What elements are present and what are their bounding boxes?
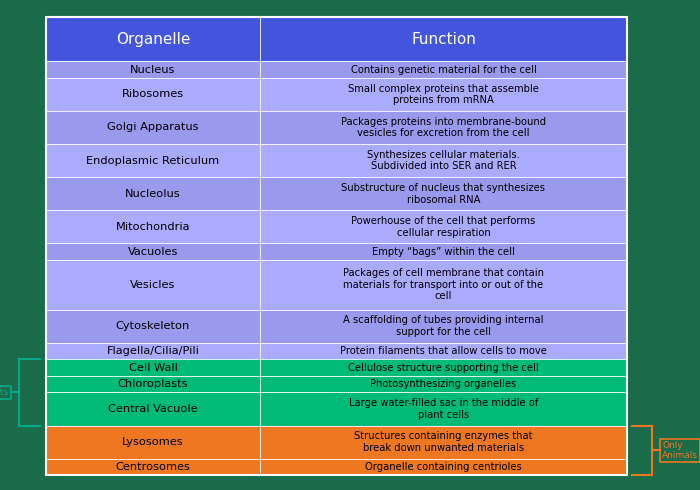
Text: Contains genetic material for the cell: Contains genetic material for the cell [351, 65, 536, 74]
Text: A scaffolding of tubes providing internal
support for the cell: A scaffolding of tubes providing interna… [343, 316, 544, 337]
Text: Protein filaments that allow cells to move: Protein filaments that allow cells to mo… [340, 346, 547, 356]
Text: Packages proteins into membrane-bound
vesicles for excretion from the cell: Packages proteins into membrane-bound ve… [341, 117, 546, 138]
Bar [46, 459, 626, 475]
Text: Nucleolus: Nucleolus [125, 189, 181, 199]
Bar [46, 260, 626, 310]
Text: Mitochondria: Mitochondria [116, 222, 190, 232]
Text: Organelle containing centrioles: Organelle containing centrioles [365, 462, 522, 472]
Text: Organelle: Organelle [116, 32, 190, 47]
Text: Golgi Apparatus: Golgi Apparatus [107, 122, 199, 132]
Text: Chloroplasts: Chloroplasts [118, 379, 188, 389]
Text: Photosynthesizing organelles: Photosynthesizing organelles [370, 379, 517, 389]
Bar [46, 17, 626, 61]
Bar [46, 343, 626, 359]
Text: Structures containing enzymes that
break down unwanted materials: Structures containing enzymes that break… [354, 431, 533, 453]
Bar [46, 359, 626, 376]
Text: Endoplasmic Reticulum: Endoplasmic Reticulum [86, 156, 220, 166]
Text: Synthesizes cellular materials.
Subdivided into SER and RER: Synthesizes cellular materials. Subdivid… [367, 150, 520, 172]
Text: Empty “bags” within the cell: Empty “bags” within the cell [372, 246, 515, 257]
Bar [46, 111, 626, 144]
Bar [46, 144, 626, 177]
Bar [46, 78, 626, 111]
Bar [46, 61, 626, 78]
Text: Central Vacuole: Central Vacuole [108, 404, 198, 414]
Text: Vesicles: Vesicles [130, 280, 176, 290]
Text: Cytoskeleton: Cytoskeleton [116, 321, 190, 331]
Text: Function: Function [411, 32, 476, 47]
Bar [46, 310, 626, 343]
Text: Large water-filled sac in the middle of
plant cells: Large water-filled sac in the middle of … [349, 398, 538, 420]
Text: Cellulose structure supporting the cell: Cellulose structure supporting the cell [348, 363, 539, 373]
Text: Only Plants: Only Plants [0, 388, 8, 397]
Text: Lysosomes: Lysosomes [122, 437, 184, 447]
Text: Flagella/Cilia/Pili: Flagella/Cilia/Pili [106, 346, 199, 356]
Text: Centrosomes: Centrosomes [116, 462, 190, 472]
Bar [46, 426, 626, 459]
Text: Substructure of nucleus that synthesizes
ribosomal RNA: Substructure of nucleus that synthesizes… [342, 183, 545, 204]
Text: Cell Wall: Cell Wall [129, 363, 177, 373]
Text: Only
Animals: Only Animals [662, 441, 698, 460]
Text: Packages of cell membrane that contain
materials for transport into or out of th: Packages of cell membrane that contain m… [343, 268, 544, 301]
Text: Ribosomes: Ribosomes [122, 89, 184, 99]
Bar [46, 177, 626, 210]
Text: Powerhouse of the cell that performs
cellular respiration: Powerhouse of the cell that performs cel… [351, 216, 536, 238]
Bar [46, 244, 626, 260]
Bar [46, 392, 626, 426]
Bar [46, 376, 626, 392]
Text: Vacuoles: Vacuoles [128, 246, 178, 257]
Bar [46, 17, 626, 475]
Text: Small complex proteins that assemble
proteins from mRNA: Small complex proteins that assemble pro… [348, 84, 539, 105]
Text: Nucleus: Nucleus [130, 65, 176, 74]
Bar [46, 210, 626, 244]
